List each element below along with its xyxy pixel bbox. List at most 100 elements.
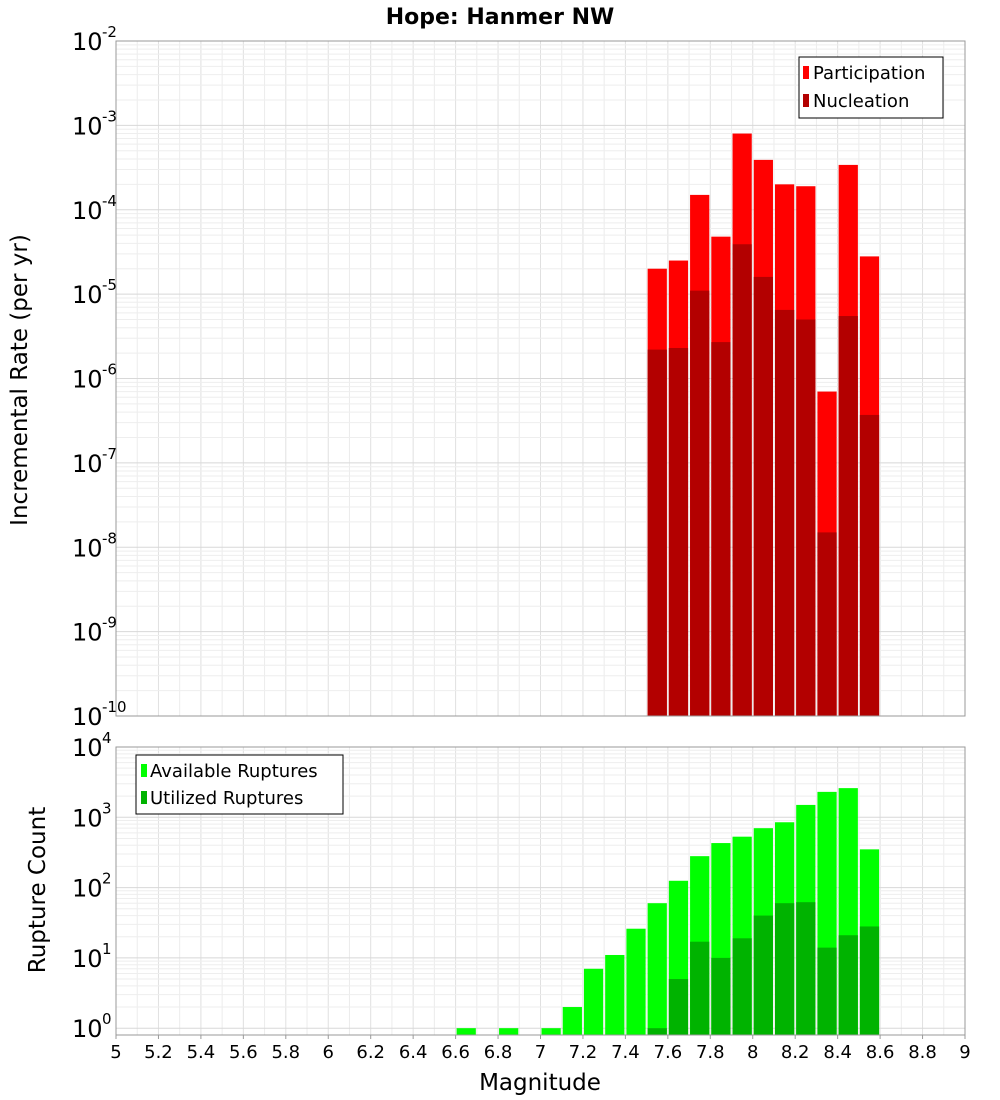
top-y-tick-label: 10	[72, 450, 103, 478]
utilized-ruptures-bar	[647, 1028, 667, 1035]
top-y-tick-label: 10	[72, 28, 103, 56]
nucleation-bar	[690, 290, 710, 716]
bottom-y-tick-label-exponent: 3	[102, 799, 112, 817]
utilized-ruptures-bar	[711, 957, 731, 1035]
top-y-tick-label: 10	[72, 366, 103, 394]
nucleation-legend-label: Nucleation	[813, 91, 909, 112]
x-tick-label: 8.6	[866, 1042, 895, 1063]
top-legend-box	[798, 56, 944, 119]
top-y-tick-label-exponent: -2	[102, 23, 117, 41]
x-axis-ticks: 5 5.2 5.4 5.6 5.8 6 6.2 6.4 6.6 6.8 7 7.2 7.4 7.6 7.8 8…	[110, 1035, 971, 1063]
x-tick-label: 7	[535, 1042, 546, 1063]
nucleation-bar	[647, 349, 667, 716]
available-ruptures-bar	[541, 1028, 561, 1035]
utilized-ruptures-bar	[668, 979, 689, 1035]
x-tick-label: 5.6	[229, 1042, 258, 1063]
x-tick-label: 5	[110, 1042, 121, 1063]
bottom-y-tick-label: 10	[72, 804, 103, 832]
utilized-ruptures-bar	[732, 938, 752, 1035]
bottom-legend-box	[135, 754, 344, 815]
top-y-tick-label-exponent: -9	[102, 614, 117, 632]
top-y-tick-label: 10	[72, 703, 103, 731]
available-ruptures-legend-swatch	[141, 764, 147, 777]
x-axis-label: Magnitude	[479, 1070, 601, 1096]
nucleation-bar	[668, 347, 689, 716]
x-tick-label: 6.4	[399, 1042, 428, 1063]
x-tick-label: 5.8	[271, 1042, 300, 1063]
x-tick-label: 5.2	[144, 1042, 173, 1063]
chart-title: Hope: Hanmer NW	[386, 5, 615, 30]
x-tick-label: 6	[323, 1042, 334, 1063]
top-y-tick-label-exponent: -10	[102, 698, 127, 716]
available-ruptures-bar	[605, 954, 625, 1035]
utilized-ruptures-bar	[838, 935, 858, 1035]
bottom-y-tick-label-exponent: 0	[102, 1010, 112, 1028]
top-plot-bars	[647, 133, 880, 717]
utilized-ruptures-bar	[817, 947, 837, 1035]
participation-legend-label: Participation	[813, 63, 925, 84]
nucleation-bar	[838, 316, 858, 716]
top-plot-grid	[115, 40, 965, 717]
bottom-plot-bars	[456, 788, 880, 1035]
top-y-tick-label: 10	[72, 197, 103, 225]
utilized-ruptures-bar	[753, 915, 773, 1035]
bottom-y-tick-label: 10	[72, 875, 103, 903]
utilized-ruptures-bar	[690, 941, 710, 1035]
top-y-tick-label-exponent: -5	[102, 276, 117, 294]
bottom-legend: Available Ruptures Utilized Ruptures	[135, 754, 344, 815]
participation-legend-swatch	[803, 66, 809, 79]
x-tick-label: 9	[959, 1042, 970, 1063]
bottom-y-tick-label-exponent: 2	[102, 870, 112, 888]
utilized-ruptures-legend-swatch	[141, 791, 147, 804]
top-y-tick-label-exponent: -8	[102, 529, 117, 547]
bottom-y-tick-label-exponent: 1	[102, 940, 112, 958]
x-tick-label: 7.2	[569, 1042, 598, 1063]
available-ruptures-legend-label: Available Ruptures	[150, 761, 318, 782]
nucleation-bar	[796, 319, 816, 716]
top-y-tick-label-exponent: -7	[102, 445, 117, 463]
available-ruptures-bar	[499, 1028, 519, 1035]
bottom-y-tick-label: 10	[72, 945, 103, 973]
x-tick-label: 6.8	[484, 1042, 513, 1063]
top-plot-frame	[115, 40, 966, 717]
utilized-ruptures-bar	[796, 902, 816, 1035]
x-tick-label: 7.8	[696, 1042, 725, 1063]
x-tick-label: 8.4	[823, 1042, 852, 1063]
utilized-ruptures-legend-label: Utilized Ruptures	[150, 788, 303, 809]
top-legend: Participation Nucleation	[798, 56, 944, 119]
top-y-tick-label: 10	[72, 281, 103, 309]
bottom-y-tick-label: 10	[72, 1015, 103, 1043]
top-y-tick-label-exponent: -3	[102, 107, 117, 125]
x-tick-label: 7.4	[611, 1042, 640, 1063]
available-ruptures-bar	[562, 1007, 582, 1035]
available-ruptures-bar	[456, 1028, 476, 1035]
x-tick-label: 8	[747, 1042, 758, 1063]
nucleation-bar	[711, 342, 731, 716]
top-y-tick-label-exponent: -4	[102, 192, 117, 210]
nucleation-bar	[753, 276, 773, 716]
utilized-ruptures-bar	[774, 903, 795, 1035]
nucleation-legend-swatch	[803, 94, 809, 107]
nucleation-bar	[732, 244, 752, 717]
bottom-y-tick-label: 10	[72, 734, 103, 762]
bottom-y-tick-label-exponent: 4	[102, 729, 112, 747]
utilized-ruptures-bar	[859, 926, 880, 1035]
top-y-axis-label: Incremental Rate (per yr)	[7, 234, 33, 526]
x-tick-label: 5.4	[187, 1042, 216, 1063]
x-tick-label: 8.2	[781, 1042, 810, 1063]
available-ruptures-bar	[626, 928, 646, 1035]
top-y-tick-label-exponent: -6	[102, 361, 117, 379]
nucleation-bar	[859, 414, 880, 716]
x-tick-label: 6.6	[441, 1042, 470, 1063]
top-y-tick-label: 10	[72, 534, 103, 562]
x-tick-label: 7.6	[654, 1042, 683, 1063]
available-ruptures-bar	[583, 968, 604, 1035]
nucleation-bar	[817, 532, 837, 716]
top-y-tick-label: 10	[72, 112, 103, 140]
available-ruptures-bar	[647, 903, 667, 1035]
bottom-y-axis-label: Rupture Count	[25, 807, 51, 973]
